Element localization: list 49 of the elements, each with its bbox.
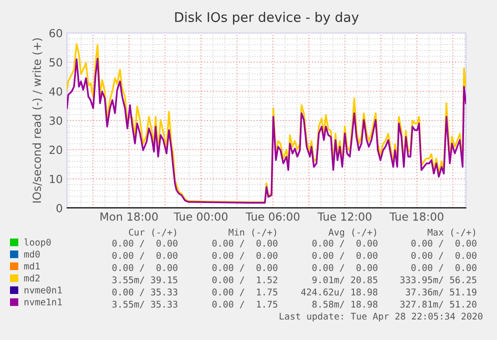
legend-label: nvme1n1 [24,298,62,306]
text: 0.00 / 1.52 [212,276,278,284]
legend-label: md0 [24,250,40,258]
legend-label: nvme0n1 [24,286,62,294]
x-tick-label: Tue 06:00 [246,212,300,221]
x-tick-label: Tue 18:00 [390,212,444,221]
legend-label: loop0 [24,238,51,248]
x-tick-label: Mon 18:00 [100,212,158,221]
text: 333.95m/ 56.25 [400,276,476,284]
y-tick-label: 0 [56,204,62,212]
text: 8.58m/ 18.98 [312,300,378,308]
y-tick-label: 60 [49,28,62,38]
text: 3.55m/ 35.33 [112,300,178,308]
text: 0.00 / 1.75 [212,300,278,308]
y-tick-label: 30 [50,116,62,125]
text: 0.00 / 0.00 [112,264,178,272]
text: 9.01m/ 20.85 [312,276,378,284]
text: 0.00 / 0.00 [312,264,378,272]
text: Avg (-/+) [328,228,376,238]
text: 0.00 / 0.00 [312,252,378,260]
text: 37.36m/ 51.19 [406,288,476,296]
text: Cur (-/+) [128,228,176,237]
text: 327.81m/ 51.20 [400,300,476,308]
text: 0.00 / 1.75 [212,288,278,296]
y-tick-label: 50 [50,58,62,67]
text: 0.00 / 0.00 [212,264,278,272]
text: 0.00 / 35.33 [112,288,178,296]
text: 424.62u/ 18.98 [301,288,378,296]
y-axis-title: IOs/second read (-) / write (+) [32,38,42,203]
chart-title: Disk IOs per device - by day [175,12,359,25]
text: 0.00 / 0.00 [411,240,476,248]
x-tick-label: Tue 12:00 [318,212,372,221]
text: 0.00 / 0.00 [411,264,476,272]
text: 0.00 / 0.00 [411,252,476,260]
text: Min (-/+) [228,228,276,237]
text: 0.00 / 0.00 [312,240,378,248]
x-tick-label: Tue 00:00 [174,212,228,221]
y-tick-label: 10 [50,174,62,184]
text: 0.00 / 0.00 [112,252,178,260]
text: Max (-/+) [428,228,476,237]
y-tick-label: 40 [49,87,62,96]
legend-label: md2 [24,274,40,282]
y-tick-label: 20 [50,146,62,154]
text: 0.00 / 0.00 [112,240,178,248]
text: 0.00 / 0.00 [212,240,278,248]
text: Last update: Tue Apr 28 22:05:34 2020 [280,312,482,322]
legend-label: md1 [24,262,40,270]
text: 0.00 / 0.00 [212,252,278,260]
text: 3.55m/ 39.15 [112,276,178,284]
